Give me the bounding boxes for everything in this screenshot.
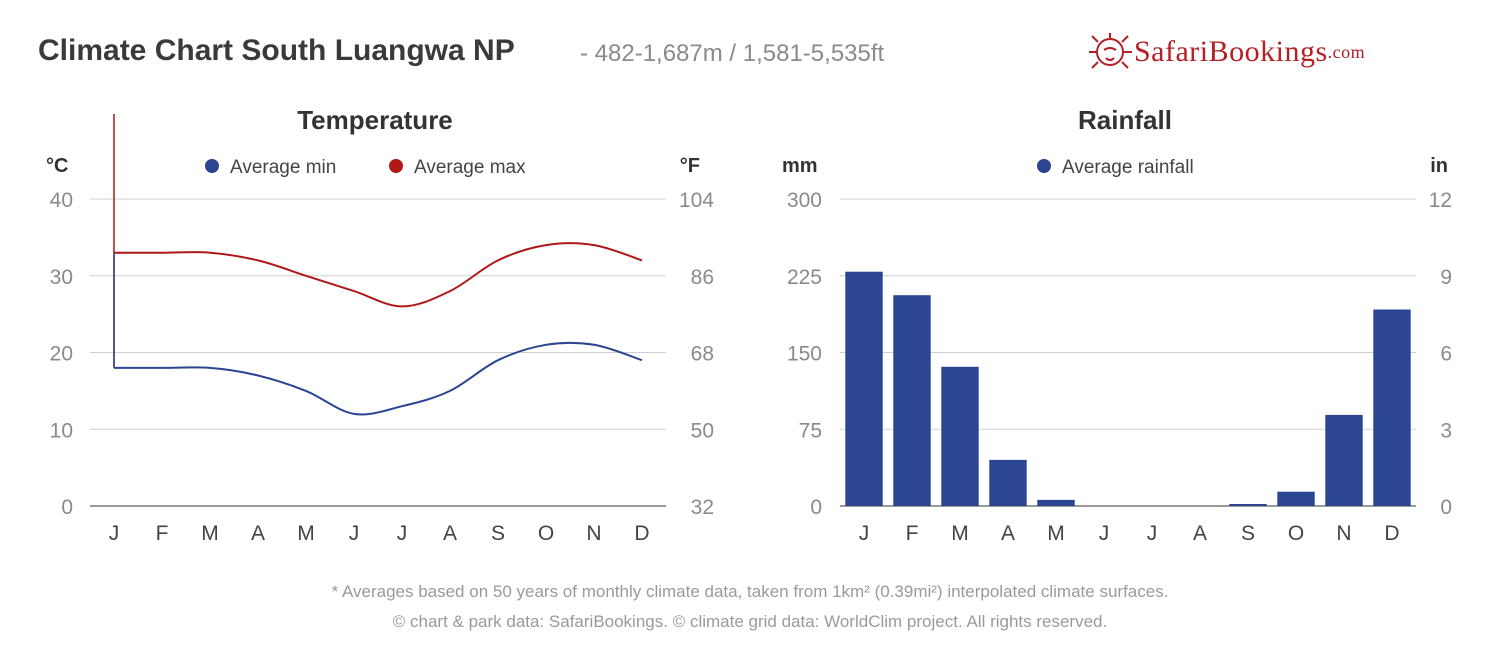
- rain-left-unit: mm: [782, 155, 818, 177]
- temp-ytick-right: 32: [691, 496, 714, 519]
- temp-legend-label-2: Average max: [414, 157, 526, 178]
- temp-ytick-left: 40: [50, 189, 73, 212]
- temp-ytick-left: 30: [50, 266, 73, 289]
- rain-legend-marker-1: [1037, 159, 1051, 173]
- rain-bar-4: [989, 459, 1027, 506]
- rain-bar-11: [1325, 414, 1363, 506]
- rain-xtick: S: [1241, 522, 1255, 545]
- temp-ytick-right: 50: [691, 419, 714, 442]
- temp-legend-marker-2: [389, 159, 403, 173]
- rain-ytick-right: 9: [1440, 266, 1452, 289]
- rain-ytick-left: 300: [787, 189, 822, 212]
- rain-bar-1: [845, 271, 883, 506]
- temp-chart-title: Temperature: [297, 105, 453, 135]
- temp-legend-label-1: Average min: [230, 157, 336, 178]
- temp-xtick: O: [538, 522, 554, 545]
- temp-xtick: N: [586, 522, 601, 545]
- rain-ytick-right: 12: [1429, 189, 1452, 212]
- temp-xtick: A: [251, 522, 265, 545]
- rain-ytick-left: 225: [787, 266, 822, 289]
- rain-right-unit: in: [1430, 155, 1448, 177]
- rain-bar-9: [1229, 504, 1267, 506]
- rain-bar-10: [1277, 491, 1315, 506]
- rain-bar-3: [941, 366, 979, 506]
- temp-xtick: J: [349, 522, 360, 545]
- logo-text: SafariBookings: [1134, 35, 1328, 68]
- footnote-averages: * Averages based on 50 years of monthly …: [331, 582, 1169, 601]
- rain-xtick: A: [1001, 522, 1015, 545]
- rain-ytick-right: 0: [1440, 496, 1452, 519]
- rain-bar-5: [1037, 499, 1075, 506]
- page-title: Climate Chart South Luangwa NP: [38, 34, 515, 67]
- temp-xtick: J: [397, 522, 408, 545]
- temp-left-unit: °C: [46, 155, 68, 177]
- rain-xtick: F: [906, 522, 919, 545]
- logo-domain: .com: [1327, 41, 1366, 62]
- rain-ytick-left: 150: [787, 343, 822, 366]
- temp-xtick: A: [443, 522, 457, 545]
- temp-xtick: F: [156, 522, 169, 545]
- rain-ytick-left: 75: [799, 419, 822, 442]
- temp-series-line-max: [113, 242, 643, 308]
- temp-ytick-right: 68: [691, 343, 714, 366]
- rain-legend-label-1: Average rainfall: [1062, 157, 1194, 178]
- safaribookings-logo[interactable]: SafariBookings .com: [1088, 32, 1365, 72]
- temp-ytick-left: 10: [50, 419, 73, 442]
- rain-ytick-right: 6: [1440, 343, 1452, 366]
- temp-ytick-left: 0: [61, 496, 73, 519]
- page-subtitle: - 482-1,687m / 1,581-5,535ft: [580, 40, 885, 67]
- rain-xtick: D: [1384, 522, 1399, 545]
- rain-xtick: N: [1336, 522, 1351, 545]
- rain-xtick: M: [951, 522, 969, 545]
- rain-xtick: M: [1047, 522, 1065, 545]
- temp-right-unit: °F: [680, 155, 700, 177]
- rain-xtick: J: [1147, 522, 1158, 545]
- temp-xtick: M: [201, 522, 219, 545]
- rain-xtick: J: [859, 522, 870, 545]
- rain-bar-2: [893, 295, 931, 506]
- temp-ytick-right: 86: [691, 266, 714, 289]
- rain-xtick: J: [1099, 522, 1110, 545]
- rain-chart-title: Rainfall: [1078, 105, 1172, 135]
- temp-xtick: D: [634, 522, 649, 545]
- rain-bar-12: [1373, 309, 1411, 506]
- rain-xtick: A: [1193, 522, 1207, 545]
- temp-xtick: M: [297, 522, 315, 545]
- rain-ytick-left: 0: [810, 496, 822, 519]
- temp-legend-marker-1: [205, 159, 219, 173]
- footnote-copyright: © chart & park data: SafariBookings. © c…: [392, 612, 1108, 631]
- lion-logo-icon: [1089, 33, 1132, 69]
- temp-ytick-right: 104: [679, 189, 714, 212]
- temp-xtick: J: [109, 522, 120, 545]
- rain-ytick-right: 3: [1440, 419, 1452, 442]
- rain-xtick: O: [1288, 522, 1304, 545]
- temp-series-line-min: [113, 341, 643, 416]
- temp-xtick: S: [491, 522, 505, 545]
- temp-ytick-left: 20: [50, 343, 73, 366]
